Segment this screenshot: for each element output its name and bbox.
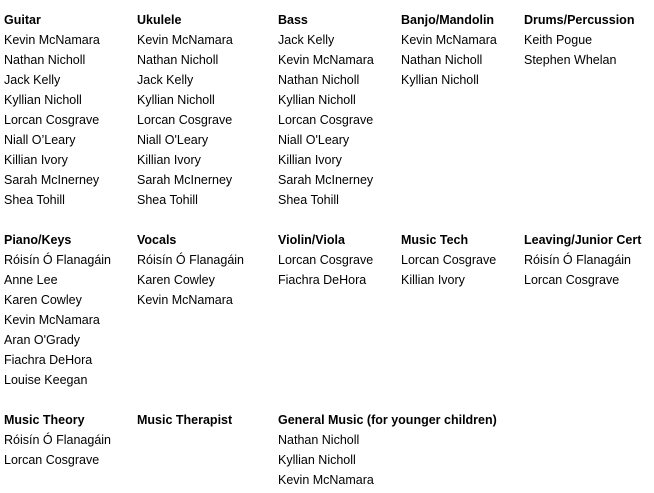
name: Kyllian Nicholl xyxy=(4,93,82,107)
name: Lorcan Cosgrave xyxy=(401,253,497,267)
name: Niall O'Leary xyxy=(137,133,209,147)
name: Róisín Ó Flanagáin xyxy=(4,253,112,267)
name: Killian Ivory xyxy=(401,273,465,287)
name: Niall O'Leary xyxy=(278,133,350,147)
name: Shea Tohill xyxy=(278,193,339,207)
name: Killian Ivory xyxy=(137,153,201,167)
name: Róisín Ó Flanagáin xyxy=(137,253,245,267)
group-title: Leaving/Junior Cert xyxy=(524,233,642,247)
name: Louise Keegan xyxy=(4,373,88,387)
name: Shea Tohill xyxy=(137,193,198,207)
name: Shea Tohill xyxy=(4,193,65,207)
group-title: Vocals xyxy=(137,233,177,247)
name: Stephen Whelan xyxy=(524,53,617,67)
name: Nathan Nicholl xyxy=(401,53,483,67)
name: Lorcan Cosgrave xyxy=(278,253,374,267)
name: Nathan Nicholl xyxy=(137,53,219,67)
name: Jack Kelly xyxy=(278,33,335,47)
group-title: Music Therapist xyxy=(137,413,233,427)
name: Karen Cowley xyxy=(4,293,82,307)
group-title: Guitar xyxy=(4,13,41,27)
name: Fiachra DeHora xyxy=(278,273,367,287)
name: Lorcan Cosgrave xyxy=(524,273,620,287)
name: Killian Ivory xyxy=(278,153,342,167)
name: Karen Cowley xyxy=(137,273,215,287)
name: Kyllian Nicholl xyxy=(137,93,215,107)
group-title: Music Tech xyxy=(401,233,469,247)
name: Kevin McNamara xyxy=(137,293,233,307)
name: Keith Pogue xyxy=(524,33,593,47)
name: Jack Kelly xyxy=(137,73,194,87)
group-title: Banjo/Mandolin xyxy=(401,13,495,27)
name: Lorcan Cosgrave xyxy=(4,453,100,467)
name: Kevin McNamara xyxy=(4,313,100,327)
name: Anne Lee xyxy=(4,273,58,287)
name: Fiachra DeHora xyxy=(4,353,93,367)
group-title: Piano/Keys xyxy=(4,233,72,247)
name: Sarah McInerney xyxy=(137,173,233,187)
name: Lorcan Cosgrave xyxy=(137,113,233,127)
name: Kevin McNamara xyxy=(137,33,233,47)
group-title: General Music (for younger children) xyxy=(278,413,497,427)
name: Aran O'Grady xyxy=(4,333,81,347)
group-title: Drums/Percussion xyxy=(524,13,635,27)
name: Kevin McNamara xyxy=(401,33,497,47)
group-title: Ukulele xyxy=(137,13,182,27)
name: Kevin McNamara xyxy=(4,33,100,47)
name: Nathan Nicholl xyxy=(278,73,360,87)
name: Sarah McInerney xyxy=(4,173,100,187)
name: Killian Ivory xyxy=(4,153,68,167)
name: Róisín Ó Flanagáin xyxy=(4,433,112,447)
name: Nathan Nicholl xyxy=(4,53,86,67)
name: Lorcan Cosgrave xyxy=(278,113,374,127)
name: Lorcan Cosgrave xyxy=(4,113,100,127)
name: Kyllian Nicholl xyxy=(278,93,356,107)
name: Niall O’Leary xyxy=(4,133,76,147)
group-title: Bass xyxy=(278,13,308,27)
name: Jack Kelly xyxy=(4,73,61,87)
group-title: Music Theory xyxy=(4,413,85,427)
name: Kevin McNamara xyxy=(278,473,374,487)
name: Kyllian Nicholl xyxy=(278,453,356,467)
name: Nathan Nicholl xyxy=(278,433,360,447)
name: Sarah McInerney xyxy=(278,173,374,187)
name: Kyllian Nicholl xyxy=(401,73,479,87)
group-title: Violin/Viola xyxy=(278,233,345,247)
name: Róisín Ó Flanagáin xyxy=(524,253,632,267)
name: Kevin McNamara xyxy=(278,53,374,67)
